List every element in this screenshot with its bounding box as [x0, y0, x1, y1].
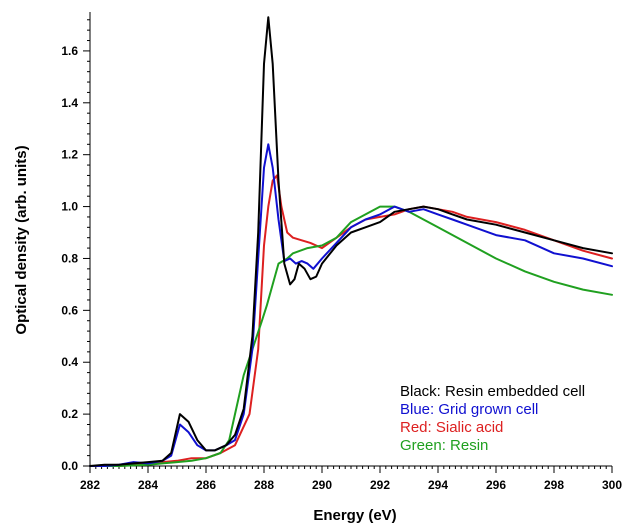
legend-entry: Green: Resin [400, 437, 488, 454]
x-axis-title: Energy (eV) [313, 507, 396, 524]
x-tick-label: 292 [370, 478, 390, 492]
legend-entry: Blue: Grid grown cell [400, 401, 538, 418]
x-tick-label: 298 [544, 478, 564, 492]
y-tick-label: 1.0 [61, 200, 78, 214]
y-tick-label: 0.4 [61, 355, 78, 369]
y-tick-label: 0.2 [61, 407, 78, 421]
x-tick-label: 286 [196, 478, 216, 492]
legend-entry: Red: Sialic acid [400, 419, 503, 436]
x-axis: 282 284 286 288 290 292 294 296 298 300 [80, 465, 622, 492]
y-tick-label: 0.8 [61, 251, 78, 265]
x-tick-label: 300 [602, 478, 622, 492]
x-tick-label: 290 [312, 478, 332, 492]
x-tick-label: 288 [254, 478, 274, 492]
legend-entry: Black: Resin embedded cell [400, 383, 585, 400]
y-tick-label: 1.4 [61, 96, 78, 110]
x-tick-label: 282 [80, 478, 100, 492]
y-axis: 0.0 0.2 0.4 0.6 0.8 1.0 1.2 1.4 1.6 [61, 12, 91, 473]
y-tick-label: 0.6 [61, 303, 78, 317]
y-axis-title: Optical density (arb. units) [13, 145, 30, 334]
series-line-0 [89, 16, 613, 467]
series-line-2 [89, 174, 613, 467]
x-tick-label: 284 [138, 478, 158, 492]
y-tick-label: 0.0 [61, 459, 78, 473]
series-line-3 [89, 205, 613, 467]
x-tick-label: 296 [486, 478, 506, 492]
y-tick-label: 1.2 [61, 148, 78, 162]
y-tick-label: 1.6 [61, 44, 78, 58]
x-tick-label: 294 [428, 478, 448, 492]
series-layer [89, 16, 613, 467]
